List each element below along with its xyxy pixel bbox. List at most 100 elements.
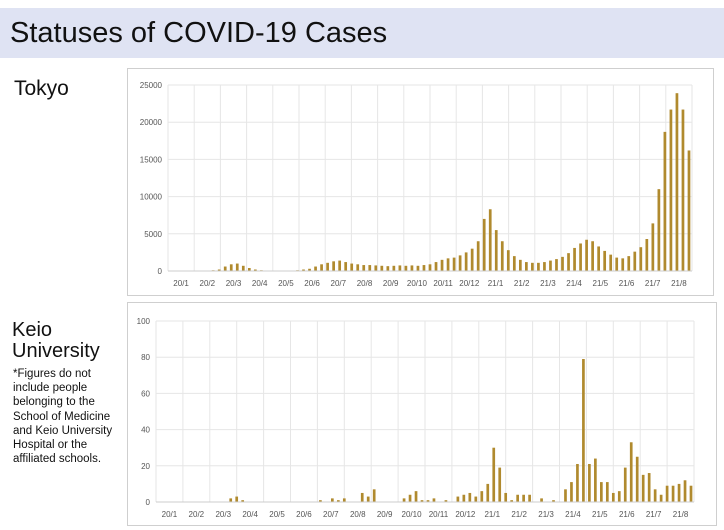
keio-bar: [683, 480, 687, 502]
keio-bar: [516, 494, 520, 502]
keio-bar: [498, 467, 502, 502]
tokyo-bar: [320, 264, 323, 271]
tokyo-bar: [217, 269, 221, 271]
tokyo-ytick-label: 5000: [144, 230, 162, 239]
tokyo-bar: [452, 257, 456, 271]
tokyo-bar: [416, 265, 420, 271]
keio-bar: [510, 500, 514, 502]
keio-xtick-label: 21/7: [646, 510, 662, 519]
tokyo-bar: [338, 260, 342, 271]
tokyo-xtick-label: 20/12: [459, 279, 480, 288]
keio-bar: [623, 467, 627, 502]
tokyo-xtick-label: 20/9: [383, 279, 399, 288]
keio-bar: [462, 494, 466, 502]
tokyo-bar: [549, 260, 552, 271]
tokyo-bar: [410, 265, 414, 271]
tokyo-bar: [531, 262, 534, 271]
keio-bar: [522, 494, 525, 502]
keio-bar: [635, 456, 639, 502]
keio-bar: [426, 500, 430, 502]
keio-xtick-label: 20/11: [429, 510, 449, 519]
tokyo-ytick-label: 15000: [140, 155, 163, 164]
tokyo-xtick-label: 20/1: [173, 279, 189, 288]
keio-ytick-label: 60: [141, 389, 150, 398]
tokyo-bar: [603, 250, 607, 271]
keio-bar: [492, 447, 496, 502]
tokyo-bar: [579, 243, 582, 271]
tokyo-bar: [368, 265, 372, 271]
keio-bar: [456, 496, 460, 502]
tokyo-bar: [561, 256, 564, 271]
tokyo-bar: [518, 259, 522, 271]
tokyo-bar: [428, 264, 432, 271]
tokyo-bar: [482, 218, 486, 271]
keio-bar: [653, 489, 657, 502]
keio-xtick-label: 20/4: [242, 510, 258, 519]
keio-bar: [319, 500, 322, 502]
tokyo-bar: [308, 268, 311, 271]
tokyo-ytick-label: 10000: [140, 193, 163, 202]
footnote: *Figures do not include people belonging…: [13, 368, 113, 466]
keio-bar: [480, 491, 484, 502]
tokyo-bar: [458, 255, 462, 271]
tokyo-bar: [543, 262, 546, 271]
tokyo-bar: [398, 265, 402, 271]
tokyo-bar: [332, 261, 335, 271]
tokyo-bar: [657, 189, 661, 271]
keio-bar: [336, 500, 340, 502]
keio-xtick-label: 21/8: [673, 510, 689, 519]
keio-xtick-label: 20/8: [350, 510, 366, 519]
tokyo-bar: [235, 263, 239, 271]
keio-bar: [414, 491, 418, 502]
tokyo-xtick-label: 21/1: [488, 279, 504, 288]
keio-xtick-label: 20/12: [455, 510, 476, 519]
keio-ytick-label: 0: [146, 498, 151, 507]
tokyo-bar: [633, 251, 637, 271]
keio-ytick-label: 80: [141, 353, 150, 362]
tokyo-bar: [422, 265, 426, 271]
keio-xtick-label: 20/9: [377, 510, 393, 519]
tokyo-bar: [663, 131, 667, 271]
tokyo-bar: [241, 265, 245, 271]
tokyo-bar: [639, 247, 643, 271]
keio-bar: [689, 485, 693, 502]
keio-xtick-label: 21/2: [511, 510, 527, 519]
tokyo-bar: [464, 252, 468, 271]
keio-bar: [420, 500, 424, 502]
keio-bar: [629, 442, 633, 502]
tokyo-bar: [591, 241, 594, 271]
keio-bar: [474, 496, 478, 502]
tokyo-bar: [374, 265, 378, 271]
tokyo-bar: [386, 266, 390, 271]
tokyo-xtick-label: 20/3: [226, 279, 242, 288]
tokyo-xtick-label: 21/6: [619, 279, 635, 288]
tokyo-bar: [434, 262, 438, 271]
keio-bar: [241, 500, 245, 502]
tokyo-bar: [687, 150, 691, 271]
keio-bar: [444, 500, 448, 502]
tokyo-bar: [621, 258, 625, 271]
keio-bar: [342, 498, 346, 502]
tokyo-bar: [500, 241, 504, 271]
tokyo-label: Tokyo: [14, 77, 69, 100]
tokyo-bar: [356, 264, 360, 271]
tokyo-xtick-label: 21/5: [593, 279, 609, 288]
keio-bar: [360, 492, 364, 502]
keio-bar: [599, 482, 603, 502]
keio-bar: [617, 491, 621, 502]
tokyo-bar: [645, 239, 649, 271]
keio-ytick-label: 100: [137, 317, 151, 326]
tokyo-xtick-label: 20/10: [407, 279, 428, 288]
tokyo-bar: [344, 262, 348, 271]
keio-bar: [235, 496, 239, 502]
keio-xtick-label: 20/1: [162, 510, 178, 519]
tokyo-xtick-label: 21/4: [566, 279, 582, 288]
tokyo-xtick-label: 21/2: [514, 279, 530, 288]
tokyo-bar: [675, 93, 679, 272]
tokyo-bar: [585, 239, 588, 271]
keio-bar: [372, 489, 376, 502]
keio-xtick-label: 20/3: [215, 510, 231, 519]
keio-bar: [647, 473, 651, 502]
tokyo-bar: [247, 268, 251, 271]
tokyo-bar: [476, 241, 480, 271]
